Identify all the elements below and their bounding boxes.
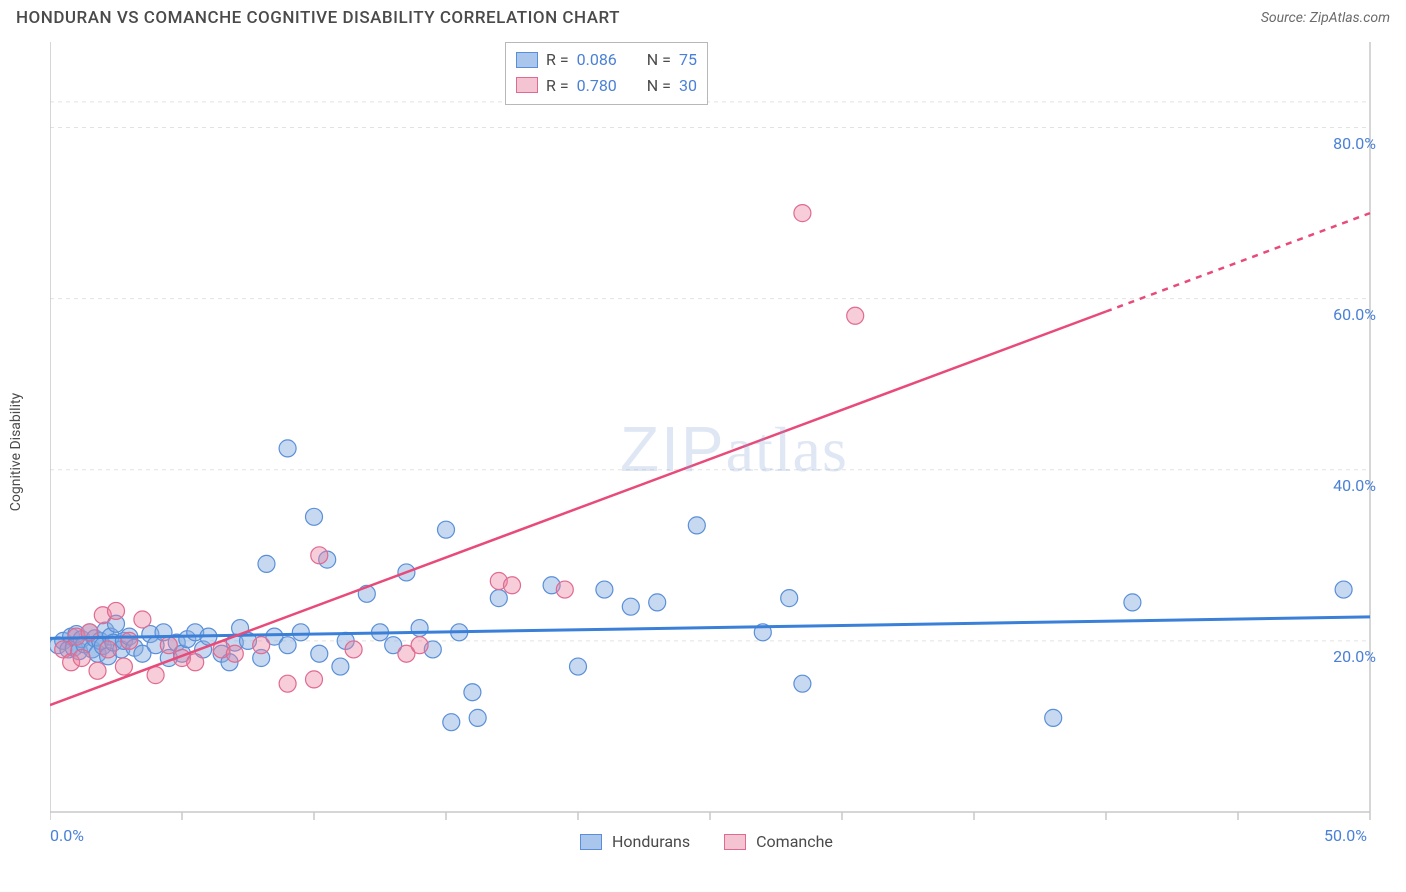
r-label: R = xyxy=(546,73,569,99)
y-tick-label: 60.0% xyxy=(1333,305,1376,324)
chart-title: HONDURAN VS COMANCHE COGNITIVE DISABILIT… xyxy=(16,8,620,28)
series-legend: Hondurans Comanche xyxy=(580,832,857,851)
r-value: 0.086 xyxy=(577,47,617,73)
y-tick-label: 40.0% xyxy=(1333,476,1376,495)
chart-container: Cognitive Disability ZIPatlas R =0.086N … xyxy=(50,42,1390,862)
x-tick-label: 0.0% xyxy=(50,826,84,845)
r-value: 0.780 xyxy=(577,73,617,99)
r-label: R = xyxy=(546,47,569,73)
stats-row-comanche: R = 0.780 N = 30 xyxy=(516,73,697,99)
stats-row-hondurans: R = 0.086 N = 75 xyxy=(516,47,697,73)
y-axis-label: Cognitive Disability xyxy=(8,393,24,511)
swatch-icon xyxy=(516,52,538,68)
n-label: N = xyxy=(647,73,671,99)
n-label: N = xyxy=(647,47,671,73)
correlation-stats-box: R = 0.086 N = 75 R = 0.780 N = 30 xyxy=(505,42,708,105)
source-label: Source: ZipAtlas.com xyxy=(1261,10,1390,26)
legend-label-comanche: Comanche xyxy=(756,832,833,851)
x-tick-label: 50.0% xyxy=(1324,826,1367,845)
legend-label-hondurans: Hondurans xyxy=(612,832,690,851)
y-tick-label: 80.0% xyxy=(1333,134,1376,153)
y-tick-label: 20.0% xyxy=(1333,647,1376,666)
n-value: 30 xyxy=(679,73,697,99)
n-value: 75 xyxy=(679,47,697,73)
legend-swatch-icon xyxy=(580,834,602,850)
legend-swatch-icon xyxy=(724,834,746,850)
scatter-plot xyxy=(50,42,1390,862)
swatch-icon xyxy=(516,77,538,93)
